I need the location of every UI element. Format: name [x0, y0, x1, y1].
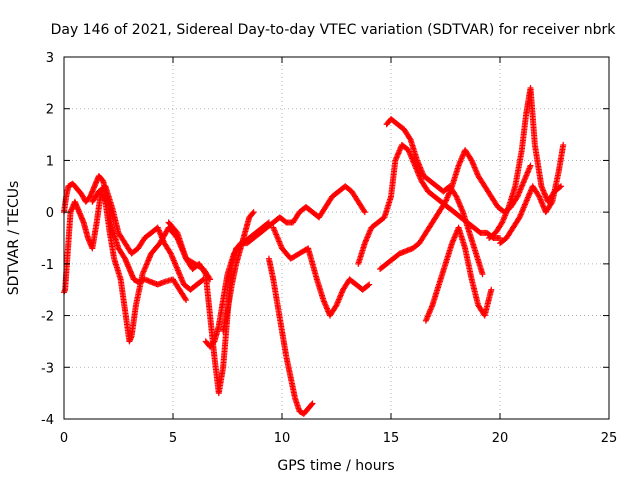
data-point	[361, 209, 368, 216]
data-point	[308, 401, 315, 408]
y-tick-label: 1	[46, 154, 54, 169]
data-point	[488, 286, 495, 293]
series-arc3	[89, 183, 207, 293]
y-axis-label: SDTVAR / TECUs	[6, 181, 22, 296]
data-point	[183, 297, 190, 304]
data-point	[366, 281, 373, 288]
y-tick-label: 0	[46, 206, 54, 221]
series-arc4	[165, 219, 272, 397]
x-tick-label: 15	[383, 431, 400, 446]
series-arc8	[270, 224, 373, 319]
data-point	[527, 162, 534, 169]
series-arc12	[422, 224, 495, 324]
x-tick-label: 5	[169, 431, 177, 446]
data-point	[558, 183, 565, 190]
chart-title: Day 146 of 2021, Sidereal Day-to-day VTE…	[51, 22, 617, 38]
series-arc5	[202, 183, 368, 350]
series-arc7	[220, 209, 257, 335]
data-points	[61, 85, 567, 417]
y-tick-label: 3	[46, 51, 54, 66]
data-point	[406, 135, 413, 142]
x-tick-label: 0	[60, 431, 68, 446]
data-point	[361, 207, 368, 214]
data-point	[201, 269, 208, 276]
data-point	[309, 400, 316, 407]
x-tick-label: 20	[492, 431, 509, 446]
data-point	[365, 282, 372, 289]
data-point	[249, 210, 256, 217]
x-tick-label: 25	[601, 431, 618, 446]
data-point	[548, 200, 555, 207]
y-tick-label: -4	[41, 413, 54, 428]
series-arc14	[497, 141, 567, 247]
y-tick-label: -1	[41, 258, 54, 273]
series-arc6	[265, 255, 316, 417]
series-arc1	[61, 172, 190, 304]
data-point	[560, 141, 567, 148]
x-axis-label: GPS time / hours	[277, 458, 394, 474]
data-point	[182, 295, 189, 302]
y-tick-label: -3	[41, 361, 54, 376]
axis-ticks: 0 5 10 15 20 25 -4 -3 -2 -1 0 1 2 3	[41, 51, 617, 446]
plot-frame	[63, 56, 610, 420]
data-point	[497, 235, 503, 241]
y-tick-label: 2	[46, 103, 54, 118]
x-tick-label: 10	[274, 431, 291, 446]
y-tick-label: -2	[41, 310, 54, 325]
data-point	[479, 271, 486, 278]
data-point	[250, 209, 257, 216]
data-point	[556, 184, 563, 191]
series-arc9	[355, 141, 503, 267]
